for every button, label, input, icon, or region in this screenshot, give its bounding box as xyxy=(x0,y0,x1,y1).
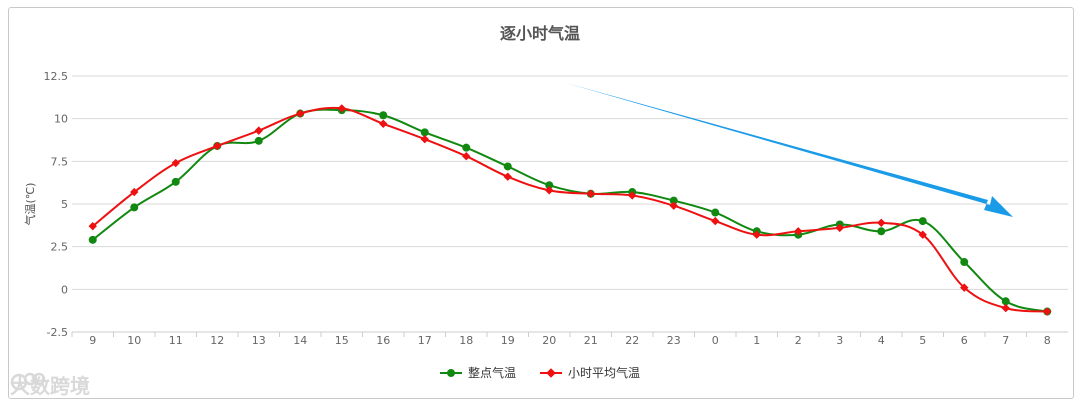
data-point-average xyxy=(918,230,927,239)
data-point-hourly xyxy=(669,196,678,205)
x-tick-label: 20 xyxy=(542,334,556,347)
data-point-hourly xyxy=(254,136,263,145)
x-tick-label: 1 xyxy=(753,334,760,347)
data-point-average xyxy=(669,201,678,210)
x-tick-label: 14 xyxy=(293,334,307,347)
data-point-average xyxy=(88,221,97,231)
data-point-average xyxy=(1001,303,1010,313)
x-tick-label: 0 xyxy=(712,334,719,347)
data-point-average xyxy=(171,158,180,168)
data-point-hourly xyxy=(877,227,886,236)
y-tick-label: 12.5 xyxy=(44,70,69,83)
data-point-average xyxy=(296,109,305,118)
legend-label-hourly: 整点气温 xyxy=(467,366,516,380)
data-point-average xyxy=(337,104,346,113)
data-point-hourly xyxy=(503,162,512,171)
legend-diamond-marker-icon xyxy=(540,367,562,378)
x-tick-label: 22 xyxy=(625,334,639,347)
x-tick-label: 12 xyxy=(210,334,224,347)
data-point-average xyxy=(1043,307,1052,316)
x-tick-label: 23 xyxy=(667,334,681,347)
data-point-hourly xyxy=(960,258,969,267)
x-tick-label: 17 xyxy=(418,334,432,347)
y-tick-label: 10 xyxy=(54,113,68,126)
x-tick-label: 10 xyxy=(127,334,141,347)
y-axis-label: 气温(℃) xyxy=(23,183,37,226)
data-point-average xyxy=(545,186,554,195)
x-tick-label: 8 xyxy=(1044,334,1051,347)
x-tick-label: 18 xyxy=(459,334,473,347)
data-point-average xyxy=(379,119,388,128)
data-point-average xyxy=(462,152,471,161)
data-point-hourly xyxy=(711,208,720,217)
x-tick-label: 15 xyxy=(335,334,349,347)
data-point-average xyxy=(752,230,761,239)
data-point-average xyxy=(628,191,637,200)
chart-frame xyxy=(8,7,1074,399)
x-tick-label: 3 xyxy=(836,334,843,347)
chart-title: 逐小时气温 xyxy=(499,24,580,43)
data-point-average xyxy=(420,134,429,144)
data-point-hourly xyxy=(462,143,471,152)
data-point-hourly xyxy=(379,111,388,120)
series-line-average xyxy=(92,106,1048,313)
x-tick-label: 9 xyxy=(89,334,96,347)
data-point-average xyxy=(130,187,139,197)
watermark-logo-icon xyxy=(10,372,46,391)
y-tick-label: 5 xyxy=(61,198,68,211)
x-tick-label: 6 xyxy=(961,334,968,347)
data-point-average xyxy=(877,218,886,227)
legend-item-average[interactable]: 小时平均气温 xyxy=(540,364,640,381)
data-point-hourly xyxy=(1001,297,1010,306)
x-tick-label: 4 xyxy=(878,334,885,347)
chart-legend: 整点气温 小时平均气温 xyxy=(0,364,1080,381)
data-point-hourly xyxy=(918,217,927,226)
x-tick-label: 16 xyxy=(376,334,390,347)
data-point-average xyxy=(794,227,803,236)
data-point-average xyxy=(711,216,720,226)
data-point-average xyxy=(503,172,512,181)
x-tick-label: 21 xyxy=(584,334,598,347)
legend-circle-marker-icon xyxy=(439,368,462,378)
data-point-hourly xyxy=(545,181,554,190)
data-point-hourly xyxy=(88,235,97,244)
y-tick-label: 0 xyxy=(61,283,68,296)
watermark: 大数跨境 xyxy=(10,370,90,399)
legend-item-hourly[interactable]: 整点气温 xyxy=(439,364,516,381)
data-point-average xyxy=(586,189,595,198)
data-point-average xyxy=(254,126,263,135)
x-tick-label: 11 xyxy=(169,334,183,347)
x-tick-label: 19 xyxy=(501,334,515,347)
legend-label-average: 小时平均气温 xyxy=(568,366,641,380)
y-tick-label: 2.5 xyxy=(51,241,69,254)
x-tick-label: 5 xyxy=(919,334,926,347)
data-point-average xyxy=(960,283,969,292)
y-tick-label: -2.5 xyxy=(47,326,68,339)
x-tick-label: 2 xyxy=(795,334,802,347)
data-point-hourly xyxy=(130,203,139,212)
x-tick-label: 13 xyxy=(252,334,266,347)
data-point-average xyxy=(213,141,222,151)
y-tick-label: 7.5 xyxy=(51,155,69,168)
data-point-average xyxy=(835,223,844,233)
x-tick-label: 7 xyxy=(1002,334,1009,347)
data-point-hourly xyxy=(171,177,180,186)
data-point-hourly xyxy=(420,128,429,137)
